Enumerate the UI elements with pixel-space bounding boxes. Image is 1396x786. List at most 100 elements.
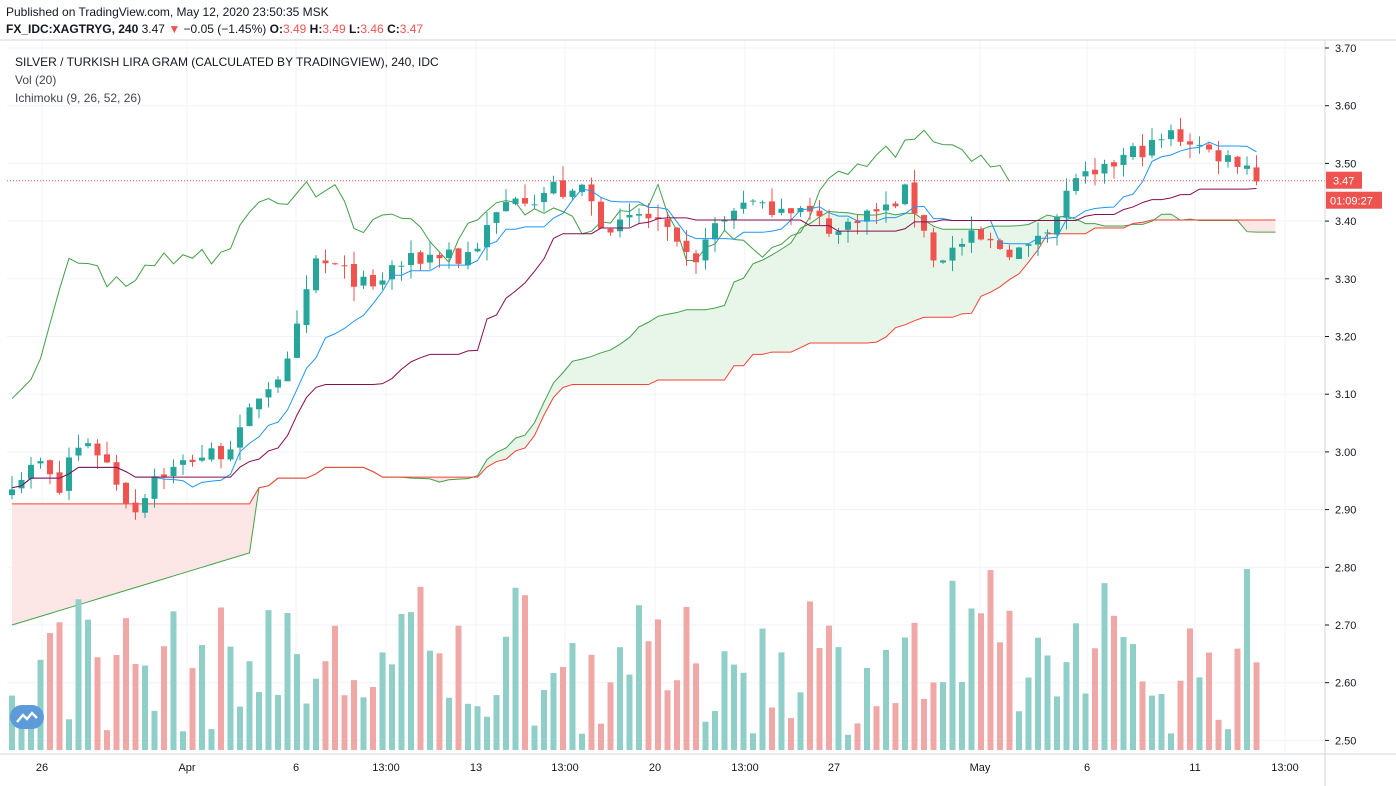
cloud-segment [895,213,905,328]
volume-bar [351,680,357,750]
candle-body [189,459,196,462]
candle-body [1063,190,1070,218]
cloud-segment [943,229,953,318]
cloud-segment [31,503,41,620]
cloud-segment [886,212,896,337]
cloud-segment [791,228,801,353]
cloud-segment [962,229,972,314]
down-arrow-icon: ▼ [168,22,181,36]
volume-bar [845,734,851,750]
volume-bar [541,689,547,750]
volume-bar [1244,569,1250,750]
candle-body [835,231,842,235]
volume-bar [1044,655,1051,750]
candle-body [531,204,538,206]
cloud-segment [21,503,31,623]
volume-bar [617,647,623,750]
y-tick-label: 2.50 [1335,735,1356,747]
volume-bar [18,708,25,750]
candle-body [845,221,851,230]
volume-bar [151,710,158,750]
cloud-segment [677,309,687,381]
cloud-segment [867,214,877,343]
candle-body [512,198,519,204]
candle-body [417,252,424,264]
volume-bar [1177,680,1184,750]
volume-bar [417,586,424,750]
candle-body [978,228,984,240]
volume-bar [56,622,63,750]
published-line: Published on TradingView.com, May 12, 20… [6,5,329,19]
candle-body [1158,139,1165,141]
candle-body [493,212,500,223]
volume-bar [94,657,101,750]
volume-bar [332,625,338,750]
tradingview-logo-icon[interactable] [10,705,44,729]
volume-bar [265,610,272,750]
candle-body [9,489,15,496]
volume-bar [1253,662,1260,750]
cloud-segment [534,402,544,436]
volume-bar [1092,648,1098,750]
tenkan-sen-line [11,141,1257,489]
volume-bar [731,664,737,750]
candle-body [370,274,376,287]
volume-bar [807,601,813,750]
candle-body [645,213,652,219]
volume-bar [531,725,538,750]
candle-body [579,184,585,193]
volume-bar [788,718,794,750]
candle-body [18,479,25,489]
cloud-segment [192,503,202,571]
volume-bar [750,733,756,750]
candle-body [702,239,709,261]
candle-body [1139,145,1146,158]
close-value: 3.47 [399,22,424,36]
volume-bar [28,709,34,750]
candle-body [759,202,766,204]
candle-body [864,210,870,222]
candle-body [180,460,186,465]
volume-bar [170,611,177,750]
volume-bar [550,673,557,750]
volume-bar [560,666,566,750]
candle-body [873,209,880,212]
candle-body [1177,129,1184,142]
candle-body [47,460,53,475]
volume-bar [854,723,861,750]
volume-bar [465,703,471,750]
candle-body [550,181,557,194]
candle-body [588,184,595,202]
cloud-segment [173,503,183,576]
volume-bar [1006,610,1013,750]
volume-bar [199,645,205,750]
candle-body [854,220,861,224]
cloud-segment [563,361,573,388]
candle-body [436,254,443,259]
volume-bar [1206,652,1212,750]
volume-bar [142,665,148,750]
y-tick-label: 3.10 [1335,389,1356,401]
candle-body [1187,141,1193,145]
cloud-segment [1009,225,1019,280]
candle-body [389,265,395,280]
candle-body [1244,165,1250,169]
senkou-span-b-line [12,219,1276,505]
candle-body [721,220,728,222]
candle-body [256,398,262,410]
high-label: H: [309,22,323,36]
volume-bar [826,625,832,750]
candle-body [341,265,348,267]
open-value: 3.49 [282,22,307,36]
candle-body [636,214,642,216]
cloud-segment [658,314,668,381]
candle-body [408,252,414,266]
x-tick-label: 27 [828,762,840,774]
volume-bar [968,608,975,750]
open-label: O: [269,22,283,36]
candle-body [94,443,101,456]
cloud-segment [1085,223,1095,234]
cloud-segment [69,503,79,608]
volume-bar [978,613,984,750]
